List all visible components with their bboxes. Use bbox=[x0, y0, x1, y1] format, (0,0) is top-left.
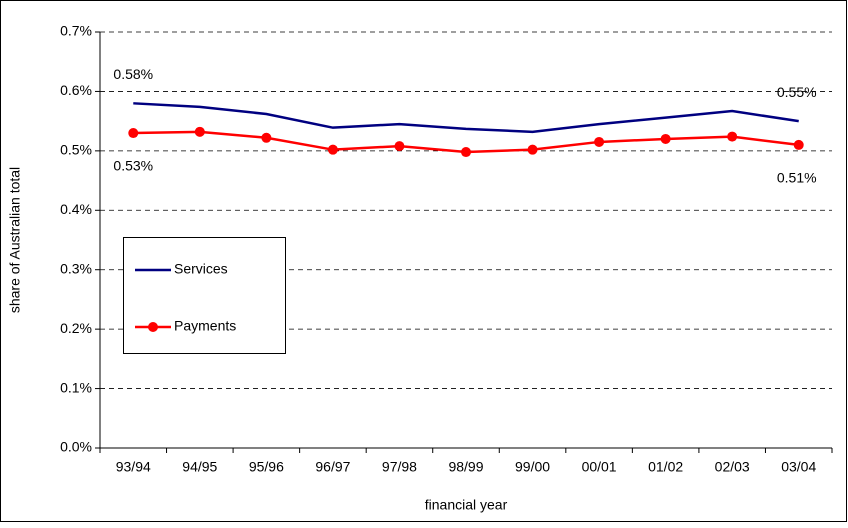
y-tick-label: 0.5% bbox=[60, 142, 92, 158]
data-label: 0.55% bbox=[777, 84, 817, 100]
x-tick-label: 03/04 bbox=[781, 459, 816, 475]
point bbox=[327, 144, 338, 155]
y-tick-label: 0.4% bbox=[60, 201, 92, 217]
y-tick-label: 0.3% bbox=[60, 260, 92, 276]
point bbox=[261, 132, 272, 143]
x-tick-label: 97/98 bbox=[382, 459, 417, 475]
x-tick-label: 94/95 bbox=[182, 459, 217, 475]
x-axis-label: financial year bbox=[425, 497, 508, 513]
point bbox=[394, 141, 405, 152]
x-tick-label: 96/97 bbox=[315, 459, 350, 475]
data-label: 0.58% bbox=[113, 66, 153, 82]
x-tick-label: 99/00 bbox=[515, 459, 550, 475]
x-tick-label: 98/99 bbox=[448, 459, 483, 475]
x-tick-label: 01/02 bbox=[648, 459, 683, 475]
x-tick-label: 95/96 bbox=[249, 459, 284, 475]
y-axis-label: share of Australian total bbox=[7, 167, 23, 313]
x-tick-label: 00/01 bbox=[582, 459, 617, 475]
point bbox=[527, 144, 538, 155]
x-tick-label: 02/03 bbox=[715, 459, 750, 475]
data-label: 0.51% bbox=[777, 170, 817, 186]
legend-marker bbox=[148, 322, 158, 332]
legend bbox=[123, 237, 286, 354]
point bbox=[660, 133, 671, 144]
data-label: 0.53% bbox=[113, 158, 153, 174]
y-tick-label: 0.7% bbox=[60, 23, 92, 39]
y-tick-label: 0.1% bbox=[60, 379, 92, 395]
y-tick-label: 0.0% bbox=[60, 439, 92, 455]
point bbox=[727, 131, 738, 142]
y-tick-label: 0.2% bbox=[60, 320, 92, 336]
y-tick-label: 0.6% bbox=[60, 82, 92, 98]
point bbox=[128, 128, 139, 139]
legend-label: Payments bbox=[174, 318, 236, 334]
point bbox=[793, 139, 804, 150]
x-tick-label: 93/94 bbox=[116, 459, 151, 475]
point bbox=[594, 136, 605, 147]
series-line bbox=[133, 102, 799, 134]
point bbox=[461, 147, 471, 158]
point bbox=[194, 126, 205, 137]
legend-label: Services bbox=[174, 261, 228, 277]
